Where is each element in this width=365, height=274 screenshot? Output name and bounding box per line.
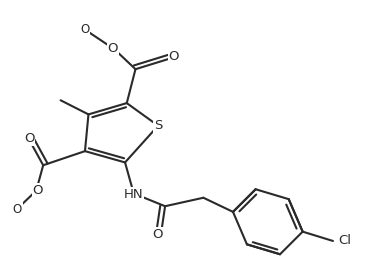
Text: O: O: [80, 23, 89, 36]
Text: O: O: [33, 184, 43, 197]
Text: S: S: [154, 119, 162, 132]
Text: Cl: Cl: [338, 235, 351, 247]
Text: HN: HN: [124, 188, 143, 201]
Text: O: O: [12, 202, 22, 216]
Text: O: O: [24, 132, 35, 145]
Text: O: O: [108, 41, 118, 55]
Text: O: O: [152, 228, 163, 241]
Text: O: O: [169, 50, 179, 63]
